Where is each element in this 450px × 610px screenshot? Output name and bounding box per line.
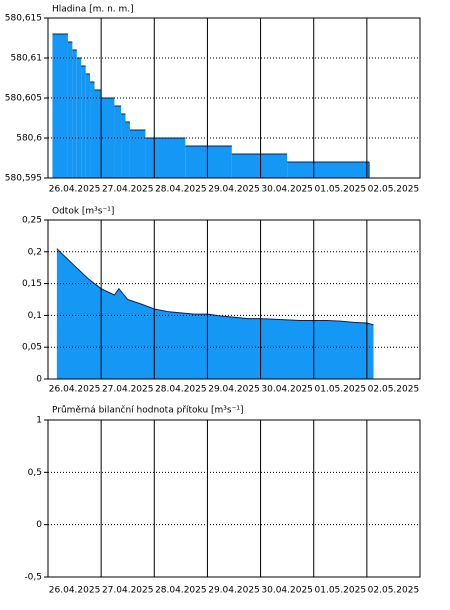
y-tick-label: 0 (36, 375, 42, 385)
y-tick-label: 1 (36, 416, 42, 426)
x-tick-label: 28.04.2025 (155, 385, 207, 395)
plot-frame (47, 419, 421, 578)
step-area (121, 114, 126, 178)
step-area (94, 90, 102, 178)
step-area (90, 82, 95, 178)
step-area (101, 98, 115, 178)
x-tick-label: 02.05.2025 (368, 185, 420, 195)
panel-title: Průměrná bilanční hodnota přítoku [m³s⁻¹… (52, 405, 243, 416)
x-tick-label: 30.04.2025 (261, 385, 313, 395)
step-area (129, 130, 146, 178)
x-tick-label: 29.04.2025 (208, 586, 260, 596)
x-tick-label: 27.04.2025 (102, 586, 154, 596)
step-area (145, 138, 186, 178)
y-tick-label: -0,5 (24, 573, 42, 583)
y-tick-label: 0 (36, 520, 42, 530)
x-tick-label: 01.05.2025 (315, 586, 367, 596)
step-area (125, 122, 130, 178)
y-tick-label: 0,1 (28, 311, 42, 321)
area-fill (56, 248, 374, 379)
panel-title: Hladina [m. n. m.] (52, 5, 134, 15)
y-tick-label: 0,15 (22, 279, 42, 289)
step-area (85, 74, 91, 178)
x-tick-label: 28.04.2025 (155, 185, 207, 195)
x-tick-label: 29.04.2025 (208, 385, 260, 395)
x-tick-label: 28.04.2025 (155, 586, 207, 596)
x-tick-label: 30.04.2025 (261, 185, 313, 195)
x-tick-label: 01.05.2025 (315, 185, 367, 195)
y-tick-label: 0,2 (28, 247, 42, 257)
step-area (67, 42, 73, 178)
x-tick-label: 27.04.2025 (102, 185, 154, 195)
y-tick-label: 580,605 (5, 94, 42, 104)
panel-title: Odtok [m³s⁻¹] (52, 207, 114, 217)
x-tick-label: 26.04.2025 (49, 185, 101, 195)
y-tick-label: 580,595 (5, 174, 42, 184)
x-tick-label: 02.05.2025 (368, 385, 420, 395)
step-area (72, 50, 77, 178)
x-tick-label: 26.04.2025 (49, 385, 101, 395)
step-area (287, 162, 370, 178)
step-area (185, 146, 232, 178)
step-area (81, 66, 86, 178)
step-area (231, 154, 288, 178)
step-area (114, 106, 122, 178)
y-tick-label: 0,05 (22, 343, 42, 353)
x-tick-label: 26.04.2025 (49, 586, 101, 596)
y-tick-label: 0,25 (22, 216, 42, 226)
y-tick-label: 0,5 (28, 468, 42, 478)
x-tick-label: 02.05.2025 (368, 586, 420, 596)
step-area (52, 34, 68, 178)
x-tick-label: 30.04.2025 (261, 586, 313, 596)
y-tick-label: 580,6 (16, 134, 42, 144)
x-tick-label: 01.05.2025 (315, 385, 367, 395)
x-tick-label: 29.04.2025 (208, 185, 260, 195)
plot-frame (47, 219, 421, 380)
plot-frame (47, 17, 421, 179)
x-tick-label: 27.04.2025 (102, 385, 154, 395)
step-area (76, 58, 82, 178)
y-tick-label: 580,61 (11, 54, 43, 64)
y-tick-label: 580,615 (5, 14, 42, 24)
